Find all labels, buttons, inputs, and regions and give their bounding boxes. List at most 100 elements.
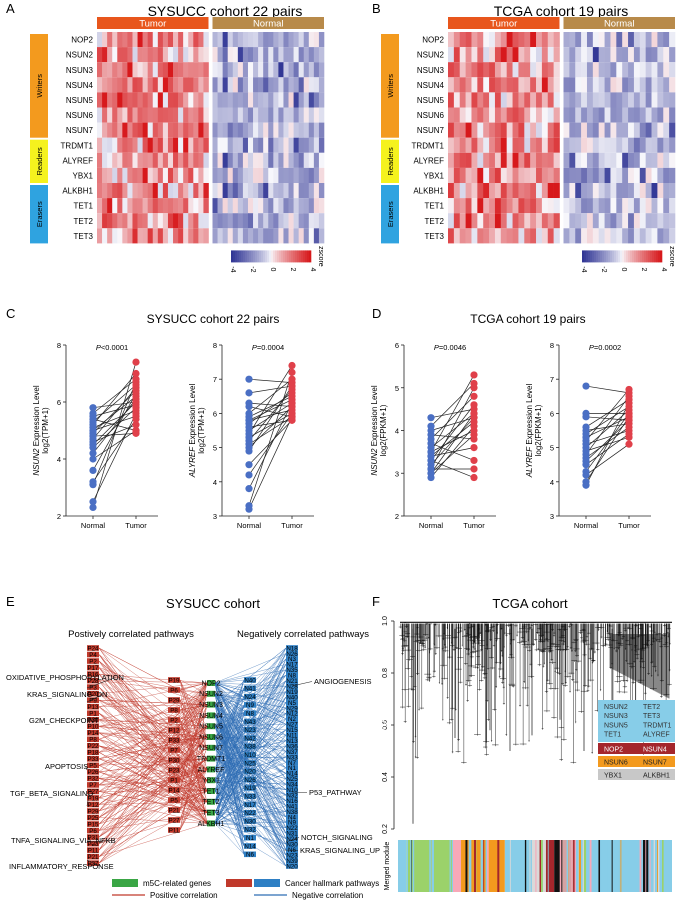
pos-pathway-node-label: P16 xyxy=(87,671,99,678)
neg-pathway-node-label: N35 xyxy=(286,667,298,674)
heatmap-cell xyxy=(494,62,502,78)
colorbar-segment xyxy=(652,250,655,263)
neg-pathway-node-marker xyxy=(286,754,298,760)
heatmap-cell xyxy=(107,228,113,244)
panel-c-title: SYSUCC cohort 22 pairs xyxy=(147,312,280,326)
colorbar-segment xyxy=(630,250,633,263)
correlation-network: P24P4P2P17P16P28P3P20P9P13P1P30P10P14P8P… xyxy=(6,645,380,871)
heatmap-cell xyxy=(494,32,502,48)
heatmap-cell xyxy=(112,92,118,108)
module-stripe xyxy=(583,840,587,892)
heatmap-cell xyxy=(212,77,218,93)
panel-c-letter: C xyxy=(6,306,15,321)
m5c-gene-label: NSUN6 xyxy=(199,734,223,741)
heatmap-cell xyxy=(489,107,496,123)
module-stripe xyxy=(586,840,588,892)
normal-point xyxy=(89,455,97,463)
negative-edge xyxy=(214,682,287,720)
heatmap-cell xyxy=(132,77,138,93)
neg-pathway-node-marker xyxy=(286,748,298,755)
module-stripe xyxy=(516,840,519,892)
pos-pathway-node-label: P15 xyxy=(87,821,99,828)
gene-label-nsun2: NSUN2 xyxy=(66,51,94,60)
heatmap-cell xyxy=(313,32,320,48)
heatmap-cell xyxy=(217,213,223,229)
heatmap-cell xyxy=(459,137,466,153)
heatmap-cell xyxy=(188,47,194,63)
heatmap-cell xyxy=(313,152,320,168)
x-tick-label: Normal xyxy=(574,521,599,530)
tumor-point xyxy=(132,384,140,392)
heatmap-cell xyxy=(97,47,103,63)
normal-point xyxy=(245,375,253,383)
heatmap-cell xyxy=(288,137,294,153)
network-legend: m5C-related genes Cancer hallmark pathwa… xyxy=(112,879,379,900)
heatmap-cell xyxy=(308,167,315,183)
heatmap-cell xyxy=(448,122,455,138)
neg-pathway-node-label: N31 xyxy=(286,831,298,838)
positive-edge xyxy=(179,729,208,738)
heatmap-cell xyxy=(489,213,496,229)
heatmap-cell xyxy=(273,198,279,214)
group-bar-writers xyxy=(381,34,399,138)
positive-edge xyxy=(179,693,208,781)
heatmap-cell xyxy=(107,47,113,63)
pair-line xyxy=(585,389,630,441)
heatmap-cell xyxy=(142,77,148,93)
dendrogram-branch xyxy=(560,623,566,646)
m5c-gene-label: ALKBH1 xyxy=(198,821,225,828)
pair-line xyxy=(92,373,137,426)
heatmap-cell xyxy=(193,152,199,168)
heatmap-cell xyxy=(657,198,664,214)
heatmap-cell xyxy=(581,62,588,78)
heatmap-cell xyxy=(167,167,174,183)
dendrogram-branch xyxy=(498,623,502,665)
module-gene-label: ALKBH1 xyxy=(643,773,670,780)
dendrogram-branch xyxy=(592,623,600,645)
negative-edge xyxy=(214,704,245,830)
dendrogram-branch xyxy=(561,623,565,686)
panel-a-title: SYSUCC cohort 22 pairs xyxy=(148,3,303,19)
heatmap-cell xyxy=(477,198,484,214)
pos-pathway-node-marker xyxy=(87,769,99,775)
positive-edge xyxy=(179,758,208,831)
positive-edge xyxy=(98,693,208,851)
heatmap-cell xyxy=(263,183,269,199)
heatmap-cell xyxy=(273,62,279,78)
y-tick-label: 7 xyxy=(550,375,554,384)
neg-pathway-node-marker xyxy=(286,841,298,847)
dendrogram-branch xyxy=(463,623,466,631)
dendrogram-branch xyxy=(523,623,526,683)
heatmap-cell xyxy=(107,122,113,138)
gene-label-tet3: TET3 xyxy=(73,232,93,241)
dendrogram-branch xyxy=(551,623,557,719)
heatmap-cell xyxy=(598,47,605,63)
heatmap-cell xyxy=(471,152,478,168)
pos-pathway-node-marker xyxy=(168,807,180,813)
heatmap-cell xyxy=(157,137,164,153)
heatmap-cell xyxy=(198,228,204,244)
colorbar-segment xyxy=(644,250,647,263)
dendrogram-branch xyxy=(570,623,577,764)
module-gene-label: NOP2 xyxy=(604,747,623,754)
pos-pathway-node-label: P5 xyxy=(89,763,97,770)
heatmap-cell xyxy=(117,77,123,93)
heatmap-cell xyxy=(227,77,234,93)
heatmap-cell xyxy=(137,213,143,229)
heatmap-cell xyxy=(541,167,549,183)
normal-header-bar xyxy=(212,17,324,29)
heatmap-cell xyxy=(167,213,174,229)
legend-neg-node-swatch xyxy=(254,879,280,887)
dendrogram-branch xyxy=(440,623,448,667)
panel-d-title: TCGA cohort 19 pairs xyxy=(470,312,585,326)
dendrogram-branch xyxy=(415,623,423,652)
tumor-point xyxy=(470,371,478,379)
heatmap-cell xyxy=(102,32,108,48)
heatmap-cell xyxy=(465,198,472,214)
dendrogram-branch xyxy=(478,623,486,672)
heatmap-cell xyxy=(142,152,148,168)
colorbar-segment xyxy=(596,250,599,263)
dendrogram-branch xyxy=(607,623,609,635)
pair-line xyxy=(92,401,137,445)
heatmap-cell xyxy=(183,77,189,93)
